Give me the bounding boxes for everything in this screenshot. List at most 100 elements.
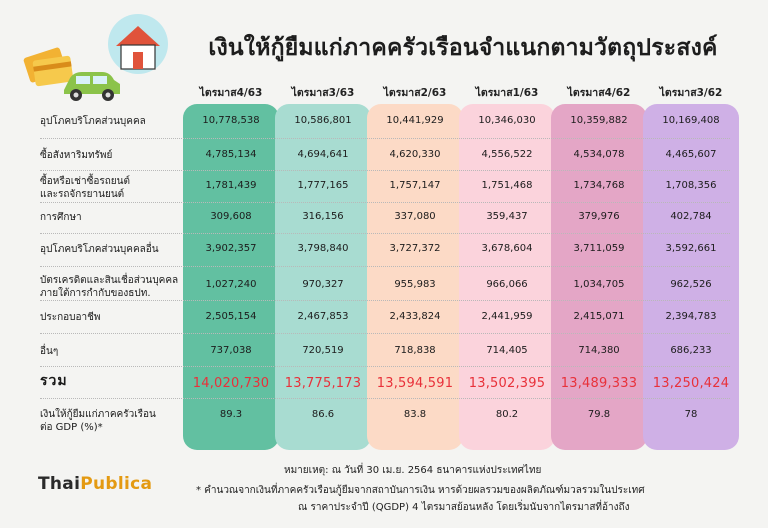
table-cell: 1,757,147 (389, 180, 441, 191)
row-divider (40, 300, 730, 301)
table-cell: 2,433,824 (389, 311, 441, 322)
column-header-2: ไตรมาส3/63 (291, 87, 355, 99)
row-label: อื่นๆ (40, 346, 59, 357)
row-label: การศึกษา (40, 212, 82, 223)
table-cell: 4,465,607 (665, 149, 717, 160)
table-cell: 1,027,240 (205, 279, 257, 290)
total-cell: 13,250,424 (652, 376, 730, 391)
gdp-label: เงินให้กู้ยืมแก่ภาคครัวเรือน ต่อ GDP (%)* (40, 409, 156, 433)
table-cell: 10,346,030 (478, 115, 536, 126)
column-header-4: ไตรมาส1/63 (475, 87, 539, 99)
table-cell: 309,608 (210, 211, 252, 222)
table-cell: 2,467,853 (297, 311, 349, 322)
row-divider (40, 333, 730, 334)
row-divider (40, 366, 730, 367)
total-label: รวม (40, 373, 68, 389)
table-cell: 718,838 (394, 345, 436, 356)
table-cell: 966,066 (486, 279, 528, 290)
row-divider (40, 233, 730, 234)
total-cell: 13,594,591 (376, 376, 454, 391)
table-cell: 686,233 (670, 345, 712, 356)
column-header-5: ไตรมาส4/62 (567, 87, 631, 99)
column-bg-3 (367, 104, 463, 450)
table-cell: 4,694,641 (297, 149, 349, 160)
table-cell: 3,592,661 (665, 243, 717, 254)
table-cell: 1,751,468 (481, 180, 533, 191)
table-cell: 4,785,134 (205, 149, 257, 160)
row-label: ซื้อสังหาริมทรัพย์ (40, 150, 113, 161)
table-cell: 4,620,330 (389, 149, 441, 160)
credit-card-icon (23, 47, 74, 87)
gdp-cell: 83.8 (403, 409, 427, 420)
row-label: อุปโภคบริโภคส่วนบุคคล (40, 116, 146, 127)
table-cell: 737,038 (210, 345, 252, 356)
table-cell: 720,519 (302, 345, 344, 356)
table-cell: 379,976 (578, 211, 620, 222)
footnote-calc: * คำนวณจากเงินที่ภาคครัวเรือนกู้ยืมจากสถ… (196, 485, 645, 496)
gdp-cell: 89.3 (219, 409, 243, 420)
footnote-calc-cont: ณ ราคาประจำปี (QGDP) 4 ไตรมาสย้อนหลัง โด… (298, 502, 630, 513)
car-icon (64, 72, 120, 101)
table-cell: 3,727,372 (389, 243, 441, 254)
table-cell: 2,394,783 (665, 311, 717, 322)
house-icon (108, 14, 168, 74)
table-cell: 962,526 (670, 279, 712, 290)
column-header-3: ไตรมาส2/63 (383, 87, 447, 99)
table-cell: 1,708,356 (665, 180, 717, 191)
column-bg-5 (551, 104, 647, 450)
column-bg-6 (643, 104, 739, 450)
logo-part-1: Thai (38, 474, 81, 494)
table-cell: 3,678,604 (481, 243, 533, 254)
table-cell: 4,556,522 (481, 149, 533, 160)
page-title: เงินให้กู้ยืมแก่ภาคครัวเรือนจำแนกตามวัตถ… (208, 35, 718, 61)
table-cell: 970,327 (302, 279, 344, 290)
total-cell: 13,775,173 (284, 376, 362, 391)
row-divider (40, 398, 730, 399)
gdp-cell: 78 (684, 409, 698, 420)
row-divider (40, 170, 730, 171)
table-cell: 955,983 (394, 279, 436, 290)
row-label: อุปโภคบริโภคส่วนบุคคลอื่น (40, 244, 159, 255)
table-cell: 3,902,357 (205, 243, 257, 254)
column-header-6: ไตรมาส3/62 (659, 87, 723, 99)
row-label: ซื้อหรือเช่าซื้อรถยนต์ และรถจักรยานยนต์ (40, 176, 130, 200)
table-cell: 2,415,071 (573, 311, 625, 322)
table-cell: 337,080 (394, 211, 436, 222)
table-cell: 714,405 (486, 345, 528, 356)
total-cell: 13,489,333 (560, 376, 638, 391)
table-cell: 4,534,078 (573, 149, 625, 160)
table-cell: 1,777,165 (297, 180, 349, 191)
table-cell: 402,784 (670, 211, 712, 222)
table-cell: 2,505,154 (205, 311, 257, 322)
loan-illustration (23, 14, 168, 101)
table-cell: 1,781,439 (205, 180, 257, 191)
row-divider (40, 266, 730, 267)
column-header-1: ไตรมาส4/63 (199, 87, 263, 99)
total-cell: 13,502,395 (468, 376, 546, 391)
row-label: ประกอบอาชีพ (40, 312, 101, 323)
table-cell: 3,798,840 (297, 243, 349, 254)
total-cell: 14,020,730 (192, 376, 270, 391)
table-cell: 359,437 (486, 211, 528, 222)
row-label: บัตรเครดิตและสินเชื่อส่วนบุคคล ภายใต้การก… (40, 275, 179, 299)
table-cell: 1,734,768 (573, 180, 625, 191)
table-cell: 10,359,882 (570, 115, 628, 126)
table-cell: 1,034,705 (573, 279, 625, 290)
table-cell: 10,169,408 (662, 115, 720, 126)
column-bg-4 (459, 104, 555, 450)
gdp-cell: 86.6 (311, 409, 335, 420)
row-divider (40, 138, 730, 139)
gdp-cell: 79.8 (587, 409, 611, 420)
table-cell: 316,156 (302, 211, 344, 222)
table-cell: 714,380 (578, 345, 620, 356)
row-divider (40, 202, 730, 203)
table-cell: 10,586,801 (294, 115, 352, 126)
table-cell: 2,441,959 (481, 311, 533, 322)
logo-part-2: Publica (80, 474, 153, 494)
table-cell: 10,778,538 (202, 115, 260, 126)
column-bg-1 (183, 104, 279, 450)
column-bg-2 (275, 104, 371, 450)
footnote-source: หมายเหตุ: ณ วันที่ 30 เม.ย. 2564 ธนาคารแ… (284, 465, 542, 476)
table-cell: 10,441,929 (386, 115, 444, 126)
thaipublica-logo: ThaiPublica (38, 474, 152, 494)
